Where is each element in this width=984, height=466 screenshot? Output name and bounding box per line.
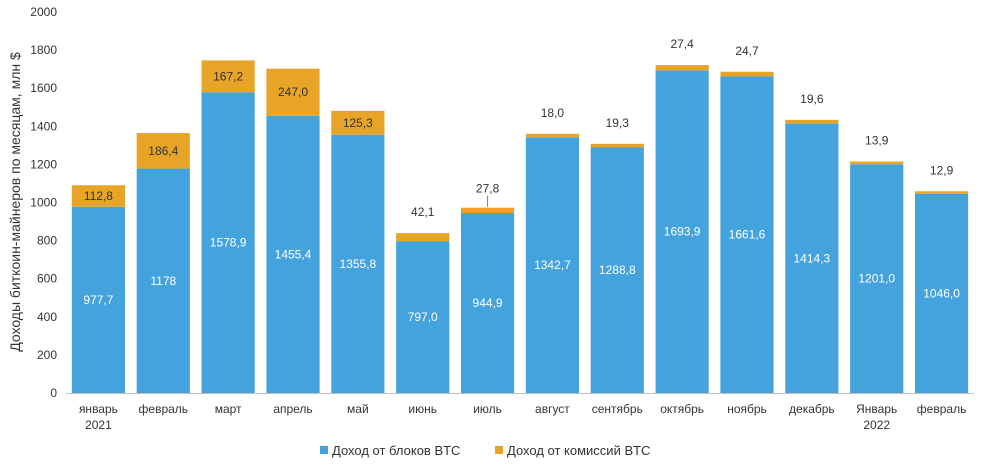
bar-fees <box>850 161 904 165</box>
bar-fees <box>396 233 450 242</box>
x-tick-label: ноябрь <box>727 402 767 416</box>
x-tick-label: май <box>347 402 369 416</box>
x-tick-label: август <box>535 402 570 416</box>
data-label-blocks: 1661,6 <box>729 228 766 242</box>
legend-swatch <box>320 446 328 454</box>
y-tick-label: 1600 <box>30 81 57 95</box>
data-label-blocks: 1693,9 <box>664 225 701 239</box>
bar-blocks <box>590 147 644 393</box>
x-tick-label: январь <box>79 402 118 416</box>
data-label-blocks: 1455,4 <box>275 247 312 261</box>
data-label-blocks: 1342,7 <box>534 258 571 272</box>
x-tick-label: сентябрь <box>592 402 643 416</box>
data-label-blocks: 1201,0 <box>858 272 895 286</box>
y-tick-label: 600 <box>37 272 57 286</box>
bar-blocks <box>136 168 190 393</box>
y-tick-label: 200 <box>37 348 57 362</box>
bar-blocks <box>460 212 515 393</box>
bar-blocks <box>785 123 839 393</box>
y-tick-label: 2000 <box>30 5 57 19</box>
data-label-fees: 13,9 <box>865 134 889 148</box>
legend-label: Доход от комиссий BTC <box>507 443 650 458</box>
bar-fees <box>914 191 969 194</box>
bar-fees <box>71 185 126 207</box>
data-label-fees: 19,3 <box>606 116 630 130</box>
bar-fees <box>720 71 774 77</box>
x-tick-label: февраль <box>139 402 189 416</box>
x-tick-label: апрель <box>273 402 312 416</box>
bar-blocks <box>850 164 904 393</box>
data-label-fees: 18,0 <box>541 106 565 120</box>
y-tick-label: 0 <box>50 386 57 400</box>
data-label-blocks: 797,0 <box>408 310 438 324</box>
bar-fees <box>331 110 385 135</box>
bar-blocks <box>525 137 580 393</box>
data-label-fees: 24,7 <box>735 44 759 58</box>
data-label-blocks: 1178 <box>150 274 176 288</box>
bar-fees <box>785 119 839 124</box>
data-label-fees: 19,6 <box>800 92 824 106</box>
data-label-fees: 112,8 <box>84 189 113 203</box>
data-label-fees: 186,4 <box>148 144 178 158</box>
data-label-fees: 12,9 <box>930 163 954 177</box>
bar-blocks <box>331 134 385 393</box>
bar-blocks <box>201 92 255 394</box>
x-tick-label: март <box>215 402 242 416</box>
data-label-blocks: 977,7 <box>83 293 113 307</box>
bar-fees <box>460 207 515 213</box>
bar-fees <box>266 68 320 116</box>
y-tick-label: 1000 <box>30 196 57 210</box>
y-axis: 0 200 400 600 800 1000 1200 1400 1600 1800 2000 <box>30 5 57 400</box>
y-tick-label: 1800 <box>30 43 57 57</box>
x-tick-label: 2021 <box>85 418 112 432</box>
bars: 977,7 112,8 1178 186,4 1578,9 167,2 1455,4 247,… <box>71 37 969 394</box>
y-tick-label: 1200 <box>30 157 57 171</box>
y-tick-label: 400 <box>37 310 57 324</box>
bar-blocks <box>655 70 709 394</box>
data-label-fees: 125,3 <box>343 116 373 130</box>
y-tick-label: 1400 <box>30 119 57 133</box>
bar-blocks <box>720 76 774 393</box>
data-label-blocks: 1046,0 <box>923 286 960 300</box>
data-label-blocks: 1578,9 <box>210 236 247 250</box>
data-label-fees: 42,1 <box>411 205 435 219</box>
data-label-blocks: 1288,8 <box>599 263 636 277</box>
bar-blocks <box>266 115 320 393</box>
x-tick-label: июнь <box>408 402 437 416</box>
data-label-fees: 27,8 <box>476 182 500 196</box>
x-tick-label: 2022 <box>863 418 890 432</box>
bar-blocks <box>71 206 126 393</box>
x-tick-label: февраль <box>917 402 967 416</box>
data-label-fees: 27,4 <box>670 37 694 51</box>
bar-fees <box>590 143 644 148</box>
legend-label: Доход от блоков BTC <box>332 443 460 458</box>
bar-fees <box>655 65 709 71</box>
x-tick-label: июль <box>473 402 502 416</box>
data-label-blocks: 1414,3 <box>794 251 831 265</box>
bar-fees <box>201 60 255 93</box>
x-tick-label: октябрь <box>660 402 704 416</box>
bar-fees <box>525 133 580 138</box>
legend: Доход от блоков BTC Доход от комиссий BTC <box>320 443 650 458</box>
legend-swatch <box>495 446 503 454</box>
x-axis: январь 2021 февраль март апрель май июнь июль ав… <box>66 393 974 432</box>
data-label-fees: 247,0 <box>278 85 308 99</box>
data-label-blocks: 944,9 <box>473 296 503 310</box>
data-label-fees: 167,2 <box>213 69 243 83</box>
bar-blocks <box>914 193 969 393</box>
bar-blocks <box>396 241 450 393</box>
bar-fees <box>136 133 190 169</box>
x-tick-label: Январь <box>856 402 897 416</box>
x-tick-label: декабрь <box>789 402 835 416</box>
y-tick-label: 800 <box>37 234 57 248</box>
y-axis-label: Доходы биткоин-майнеров по месяцам, млн … <box>7 52 23 352</box>
data-label-blocks: 1355,8 <box>340 257 377 271</box>
